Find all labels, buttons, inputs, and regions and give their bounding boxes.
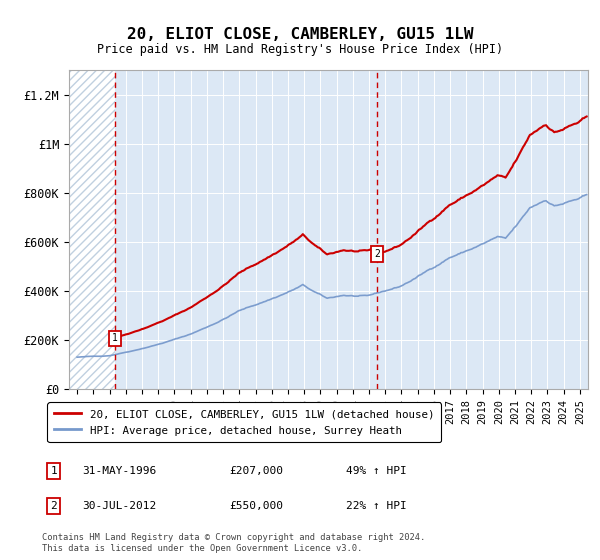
Text: 1: 1	[112, 333, 118, 343]
Text: 2: 2	[50, 501, 57, 511]
Text: 20, ELIOT CLOSE, CAMBERLEY, GU15 1LW: 20, ELIOT CLOSE, CAMBERLEY, GU15 1LW	[127, 27, 473, 42]
Text: 31-MAY-1996: 31-MAY-1996	[82, 466, 156, 476]
Text: 1: 1	[50, 466, 57, 476]
Text: Price paid vs. HM Land Registry's House Price Index (HPI): Price paid vs. HM Land Registry's House …	[97, 43, 503, 55]
Text: 22% ↑ HPI: 22% ↑ HPI	[346, 501, 407, 511]
Text: 30-JUL-2012: 30-JUL-2012	[82, 501, 156, 511]
Text: Contains HM Land Registry data © Crown copyright and database right 2024.
This d: Contains HM Land Registry data © Crown c…	[42, 533, 425, 553]
Bar	[69, 70, 115, 389]
Text: 2: 2	[374, 249, 380, 259]
Legend: 20, ELIOT CLOSE, CAMBERLEY, GU15 1LW (detached house), HPI: Average price, detac: 20, ELIOT CLOSE, CAMBERLEY, GU15 1LW (de…	[47, 403, 440, 442]
Text: £550,000: £550,000	[229, 501, 283, 511]
Text: 49% ↑ HPI: 49% ↑ HPI	[346, 466, 407, 476]
Text: £207,000: £207,000	[229, 466, 283, 476]
